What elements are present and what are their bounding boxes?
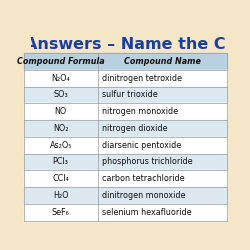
Text: dinitrogen monoxide: dinitrogen monoxide (102, 191, 185, 200)
Text: dinitrogen tetroxide: dinitrogen tetroxide (102, 74, 182, 83)
Text: H₂O: H₂O (53, 191, 68, 200)
Text: SeF₆: SeF₆ (52, 208, 70, 217)
Text: selenium hexafluoride: selenium hexafluoride (102, 208, 191, 217)
Bar (24, 120, 227, 137)
Text: Compound Formula: Compound Formula (17, 57, 104, 66)
Bar (24, 154, 227, 170)
Text: diarsenic pentoxide: diarsenic pentoxide (102, 141, 181, 150)
Bar (24, 86, 227, 103)
Bar (24, 204, 227, 220)
Text: Answers – Name the Compounds: Answers – Name the Compounds (26, 37, 250, 52)
Text: sulfur trioxide: sulfur trioxide (102, 90, 158, 100)
Text: phosphorus trichloride: phosphorus trichloride (102, 158, 192, 166)
Bar (24, 170, 227, 187)
Text: CCl₄: CCl₄ (52, 174, 69, 183)
Bar (24, 103, 227, 120)
Text: N₂O₄: N₂O₄ (51, 74, 70, 83)
Text: PCl₃: PCl₃ (53, 158, 68, 166)
Text: nitrogen dioxide: nitrogen dioxide (102, 124, 167, 133)
Bar (24, 53, 227, 70)
Bar (24, 187, 227, 204)
Text: Compound Name: Compound Name (124, 57, 201, 66)
Text: NO₂: NO₂ (53, 124, 68, 133)
Text: SO₃: SO₃ (53, 90, 68, 100)
Text: carbon tetrachloride: carbon tetrachloride (102, 174, 184, 183)
Bar (24, 137, 227, 154)
Bar (24, 70, 227, 86)
Text: NO: NO (54, 107, 67, 116)
Text: nitrogen monoxide: nitrogen monoxide (102, 107, 178, 116)
Text: As₂O₅: As₂O₅ (50, 141, 72, 150)
